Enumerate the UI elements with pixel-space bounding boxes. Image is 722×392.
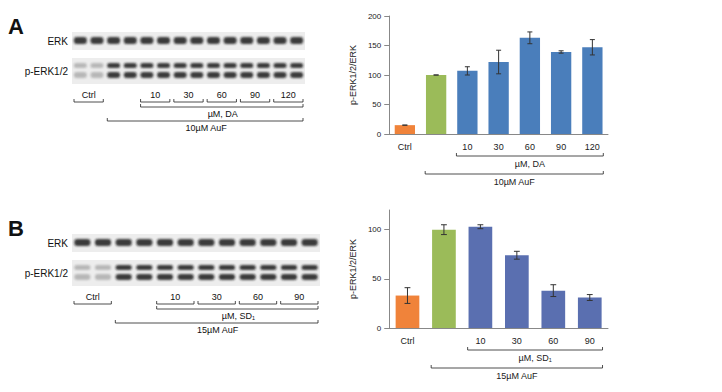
svg-text:90: 90 — [556, 142, 566, 152]
svg-text:10: 10 — [170, 292, 180, 302]
svg-text:90: 90 — [585, 336, 595, 346]
svg-text:µM, SD₁: µM, SD₁ — [222, 311, 255, 321]
svg-text:10µM AuF: 10µM AuF — [494, 177, 536, 187]
svg-text:60: 60 — [548, 336, 558, 346]
svg-text:p-ERK1/2/ERK: p-ERK1/2/ERK — [348, 45, 358, 105]
svg-text:ERK: ERK — [47, 36, 68, 47]
svg-text:90: 90 — [250, 90, 260, 100]
svg-text:30: 30 — [494, 142, 504, 152]
svg-text:30: 30 — [183, 90, 193, 100]
svg-text:120: 120 — [281, 90, 296, 100]
svg-text:90: 90 — [294, 292, 304, 302]
svg-text:p-ERK1/2: p-ERK1/2 — [25, 66, 69, 77]
svg-text:120: 120 — [585, 142, 600, 152]
svg-text:ERK: ERK — [47, 238, 68, 249]
svg-text:µM, DA: µM, DA — [515, 159, 545, 169]
svg-text:50: 50 — [372, 100, 381, 109]
svg-text:60: 60 — [253, 292, 263, 302]
svg-text:100: 100 — [368, 225, 382, 234]
svg-text:0: 0 — [377, 130, 382, 139]
svg-text:30: 30 — [512, 336, 522, 346]
svg-text:p-ERK1/2/ERK: p-ERK1/2/ERK — [348, 239, 358, 299]
svg-text:150: 150 — [368, 41, 382, 50]
svg-text:A: A — [8, 14, 24, 39]
svg-text:Ctrl: Ctrl — [400, 336, 414, 346]
svg-text:15µM AuF: 15µM AuF — [197, 325, 239, 335]
svg-text:10: 10 — [150, 90, 160, 100]
svg-text:60: 60 — [217, 90, 227, 100]
svg-text:Ctrl: Ctrl — [82, 90, 96, 100]
svg-text:10µM AuF: 10µM AuF — [186, 123, 228, 133]
svg-text:0: 0 — [377, 324, 382, 333]
svg-text:B: B — [8, 216, 24, 241]
svg-text:Ctrl: Ctrl — [86, 292, 100, 302]
svg-text:60: 60 — [525, 142, 535, 152]
svg-text:100: 100 — [368, 71, 382, 80]
svg-text:200: 200 — [368, 12, 382, 21]
svg-text:p-ERK1/2: p-ERK1/2 — [25, 268, 69, 279]
svg-text:10: 10 — [475, 336, 485, 346]
svg-text:30: 30 — [212, 292, 222, 302]
svg-text:Ctrl: Ctrl — [398, 142, 412, 152]
svg-text:50: 50 — [372, 274, 381, 283]
svg-text:15µM AuF: 15µM AuF — [496, 371, 538, 381]
svg-text:10: 10 — [462, 142, 472, 152]
svg-text:µM, DA: µM, DA — [208, 109, 238, 119]
svg-text:µM, SD₁: µM, SD₁ — [518, 353, 551, 363]
